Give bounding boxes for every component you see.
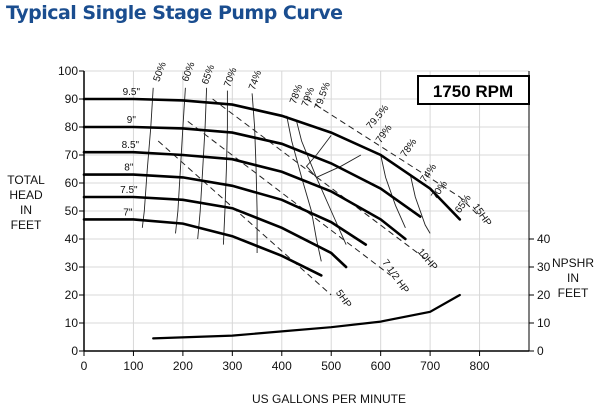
power-line-label-1: 7 1/2 HP — [379, 258, 411, 296]
axes: 0 100 200 300 400 500 600 700 800010203040506070… — [58, 64, 551, 373]
efficiency-label-7: 79.5% — [313, 81, 333, 112]
efficiency-contour-4 — [251, 93, 258, 253]
npshr-tick-label-30: 30 — [537, 260, 551, 274]
efficiency-label-2: 65% — [200, 63, 217, 86]
npshr-line — [152, 293, 461, 340]
efficiency-label-10: 78% — [399, 137, 420, 160]
head-curve-0 — [82, 97, 462, 221]
npshr-tick-label-10: 10 — [537, 316, 551, 330]
y-tick-label-10: 10 — [65, 316, 79, 330]
head-curve-label-5: 7" — [123, 207, 133, 218]
x-tick-label-0: 0 — [81, 359, 88, 373]
y-axis-label-left-3: IN — [20, 203, 32, 217]
power-lines — [157, 98, 480, 296]
y-tick-label-50: 50 — [65, 204, 79, 218]
npshr-tick-label-0: 0 — [537, 344, 544, 358]
head-curve-label-3: 8" — [124, 163, 134, 174]
x-tick-label-800: 800 — [470, 359, 490, 373]
head-curve-label-2: 8.5" — [122, 140, 140, 151]
x-tick-label-600: 600 — [371, 359, 391, 373]
power-line-label-2: 10HP — [415, 247, 440, 273]
npshr-tick-label-40: 40 — [537, 232, 551, 246]
efficiency-contour-0 — [141, 87, 154, 228]
power-line-label-3: 15HP — [470, 202, 494, 229]
efficiency-label-1: 60% — [180, 61, 197, 84]
page-title: Typical Single Stage Pump Curve — [6, 2, 343, 24]
y-tick-label-90: 90 — [65, 92, 79, 106]
power-line-2 — [212, 98, 426, 259]
efficiency-label-3: 70% — [222, 66, 239, 89]
efficiency-contour-1 — [175, 87, 186, 234]
y-axis-label-left-2: HEAD — [9, 188, 43, 202]
x-tick-label-700: 700 — [420, 359, 440, 373]
head-curve-label-0: 9.5" — [123, 87, 141, 98]
efficiency-contour-2 — [197, 87, 208, 240]
y-tick-label-40: 40 — [65, 232, 79, 246]
npshr-curve — [152, 293, 461, 340]
efficiency-contour-9 — [409, 174, 431, 234]
x-tick-label-400: 400 — [272, 359, 292, 373]
power-line-3 — [306, 98, 480, 217]
y-axis-label-left-4: FEET — [11, 218, 42, 232]
y-tick-label-100: 100 — [58, 64, 78, 78]
npshr-tick-label-20: 20 — [537, 288, 551, 302]
efficiency-label-4: 74% — [247, 69, 264, 92]
power-line-0 — [157, 140, 332, 296]
power-line-1 — [187, 121, 391, 276]
head-curve-2 — [82, 150, 407, 241]
x-axis-label: US GALLONS PER MINUTE — [252, 392, 406, 406]
rpm-label: 1750 RPM — [433, 82, 513, 101]
efficiency-contour-5 — [286, 115, 322, 262]
x-tick-label-500: 500 — [321, 359, 341, 373]
head-curve-3 — [82, 173, 368, 246]
head-curve-5 — [82, 218, 323, 277]
x-tick-label-200: 200 — [173, 359, 193, 373]
y-axis-label-right-1: NPSHR — [552, 256, 594, 270]
y-tick-label-60: 60 — [65, 176, 79, 190]
head-curves: 9.5" 9" 8.5" 8" 7.5" 7" — [82, 87, 462, 277]
y-tick-label-80: 80 — [65, 120, 79, 134]
rpm-box — [417, 75, 530, 105]
head-curve-4 — [82, 195, 348, 269]
y-axis-label-left-1: TOTAL — [7, 173, 45, 187]
y-tick-label-20: 20 — [65, 288, 79, 302]
x-tick-label-100: 100 — [123, 359, 143, 373]
efficiency-contour-7 — [305, 135, 362, 178]
x-tick-label-300: 300 — [222, 359, 242, 373]
head-curve-label-4: 7.5" — [120, 185, 138, 196]
efficiency-contour-8 — [380, 154, 406, 228]
y-tick-label-0: 0 — [71, 344, 78, 358]
efficiency-contour-3 — [222, 90, 228, 245]
y-tick-label-30: 30 — [65, 260, 79, 274]
y-axis-label-right-3: FEET — [558, 286, 589, 300]
head-curve-label-1: 9" — [127, 115, 137, 126]
y-axis-label-right-2: IN — [567, 271, 579, 285]
efficiency-label-0: 50% — [152, 61, 169, 84]
head-curve-1 — [82, 125, 422, 218]
y-tick-label-70: 70 — [65, 148, 79, 162]
efficiency-label-12: 70% — [429, 179, 450, 202]
power-line-label-0: 5HP — [333, 288, 353, 311]
efficiency-contours — [141, 87, 431, 262]
efficiency-label-13: 65% — [453, 193, 474, 216]
